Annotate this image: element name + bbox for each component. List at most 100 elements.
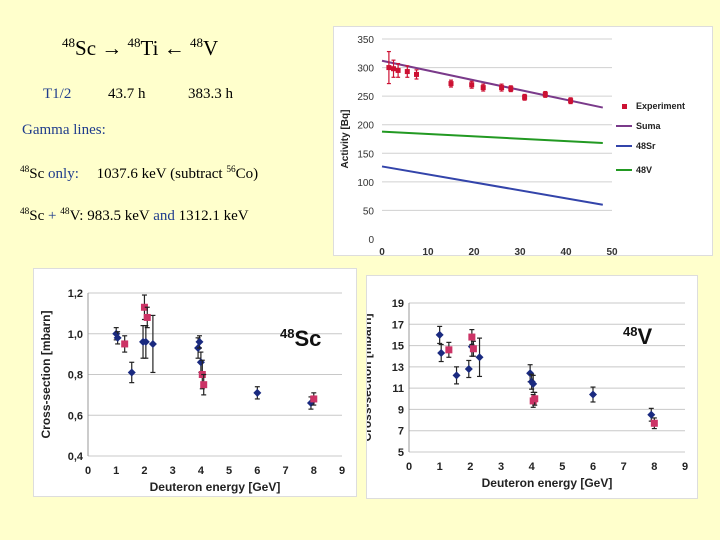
v-xtick-label: 7 [621,461,627,473]
v-ylabel: Cross-section [mbarn] [367,313,374,441]
v-ytick-label: 9 [398,404,404,416]
v-diamond-point [452,371,461,380]
sc-xtick-label: 1 [113,465,119,477]
activity-ylabel: Activity [Bq] [340,110,351,169]
line2-element2: V: [69,208,84,224]
activity-xtick-label: 0 [379,247,385,255]
sc-xlabel: Deuteron energy [GeV] [150,480,281,494]
v-cross-section-panel: 5 7 9 11 13 15 17 19 0 1 2 3 4 5 6 7 8 9 Deuteron energy [… [360,275,698,499]
line2-element1: Sc [29,208,45,224]
line1-value: 1037.6 keV (subtract [96,166,223,182]
v-ytick-label: 7 [398,426,404,438]
activity-experiment-point [568,98,574,104]
activity-xtick-label: 20 [468,247,480,255]
activity-ytick-label: 300 [357,64,374,75]
gamma-line-sc-only: 48Sc only: 1037.6 keV (subtract 56Co) [20,165,258,183]
activity-legend-label: 48Sr [636,141,656,151]
sc-ytick-label: 1,2 [68,288,83,300]
arrow-left-icon: ← [163,36,185,60]
line2-value1: 983.5 keV [87,208,150,224]
line1-mass: 48 [20,165,30,175]
v-xtick-label: 9 [682,461,688,473]
sc-xtick-label: 5 [226,465,232,477]
sc-ytick-label: 0,6 [68,410,83,422]
v-ytick-label: 11 [392,383,404,395]
activity-series-v48 [381,130,603,144]
v-ytick-label: 13 [392,362,404,374]
activity-ytick-label: 200 [357,121,374,132]
sc-xtick-label: 0 [85,465,91,477]
halflife-v: 383.3 h [188,86,233,102]
line1-only: only: [48,166,79,182]
v-ytick-label: 19 [392,298,404,310]
sc-diamond-point [196,358,205,367]
v-xtick-label: 8 [651,461,657,473]
activity-ytick-label: 0 [368,235,374,246]
sc-diamond-point [113,333,122,342]
v-xtick-label: 6 [590,461,596,473]
sc-isotope-symbol: Sc [294,326,321,351]
sc-square-point [140,303,148,311]
sc-square-point [310,395,318,403]
activity-series-suma [381,59,604,109]
activity-chart-panel: 05010015020025030035001020304050Time aft… [333,26,713,270]
sc-ylabel: Cross-section [mbarn] [39,310,53,438]
activity-experiment-point [480,85,486,91]
activity-experiment-point [391,66,396,72]
v-diamond-point [647,410,656,419]
line2-and: and [153,208,175,224]
sc-isotope-mass: 48 [280,326,294,341]
v-square-point [650,419,658,427]
v-ytick-label: 5 [398,447,404,459]
title-v: V [202,36,219,60]
v-square-point [468,333,476,341]
line2-mass2: 48 [60,207,70,217]
v-square-point [445,346,453,354]
v-diamond-point [529,379,538,388]
activity-ytick-label: 50 [363,206,375,217]
activity-experiment-point [404,69,410,75]
sc-xtick-label: 2 [141,465,147,477]
v-isotope-label: 48V [623,324,652,349]
activity-experiment-point [542,91,548,97]
v-diamond-point [475,353,484,362]
v-xlabel: Deuteron energy [GeV] [482,476,613,490]
activity-experiment-point [499,85,505,91]
activity-series-sc48 [381,165,603,206]
sc-diamond-point [195,337,204,346]
v-ytick-label: 15 [392,341,404,353]
v-isotope-mass: 48 [623,324,637,339]
sc-xtick-label: 7 [282,465,288,477]
activity-ytick-label: 350 [357,35,374,46]
activity-experiment-point [414,71,419,77]
title-ti: Ti [140,36,159,60]
sc-square-point [121,340,129,348]
line1-co-mass: 56 [226,165,236,175]
sc-cross-section-panel: 0,4 0,6 0,8 1,0 1,2 0 1 2 3 4 5 6 7 8 9 Deuteron energy… [33,268,357,497]
sc-ytick-label: 1,0 [68,329,83,341]
v-xtick-label: 5 [559,461,565,473]
halflife-sc: 43.7 h [108,86,146,102]
title-sc-mass: 48 [62,35,76,50]
sc-xtick-label: 3 [170,465,176,477]
activity-xtick-label: 10 [422,247,434,255]
activity-legend-marker [622,104,627,109]
sc-ytick-label: 0,8 [68,370,83,382]
v-isotope-symbol: V [637,324,652,349]
line2-mass1: 48 [20,207,30,217]
activity-experiment-point [508,86,514,92]
v-xtick-label: 1 [437,461,443,473]
activity-experiment-point [386,65,392,71]
v-diamond-point [589,390,597,399]
sc-xtick-label: 8 [311,465,317,477]
activity-ytick-label: 150 [357,149,374,160]
v-diamond-point [435,330,444,339]
v-ytick-label: 17 [392,319,404,331]
sc-square-point [143,313,151,321]
activity-chart: 05010015020025030035001020304050Time aft… [340,35,685,270]
v-xtick-label: 2 [467,461,473,473]
line1-element: Sc [29,166,45,182]
activity-legend-label: Suma [636,121,662,131]
activity-legend-label: 48V [636,165,652,175]
sc-xtick-label: 4 [198,465,205,477]
